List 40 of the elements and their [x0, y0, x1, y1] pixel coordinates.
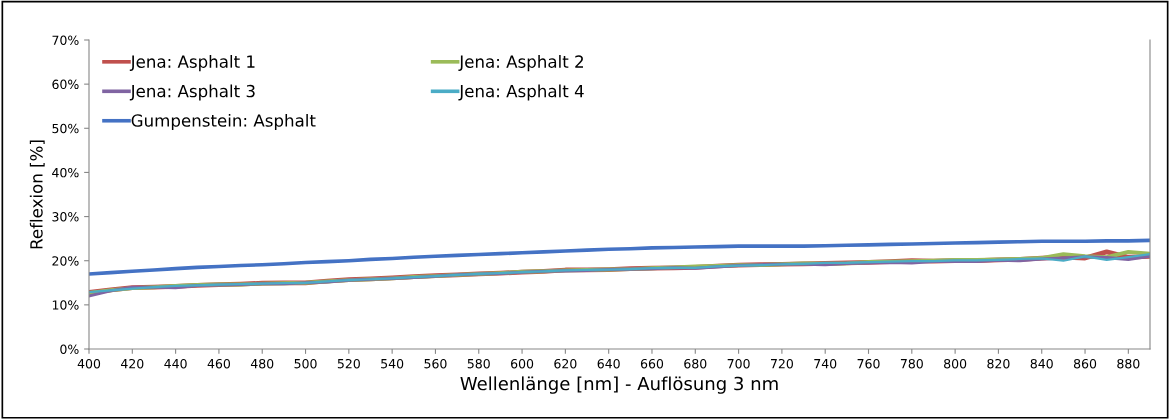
x-tick-label: 600	[511, 358, 534, 369]
x-tick-label: 880	[1117, 358, 1140, 369]
x-tick-label: 820	[987, 358, 1010, 369]
x-tick-label: 520	[337, 358, 360, 369]
x-tick-label: 440	[164, 358, 187, 369]
x-tick-label: 400	[77, 358, 101, 369]
y-axis-title: Reflexion [%]	[29, 140, 45, 249]
y-tick-label: 70%	[52, 35, 79, 45]
y-tick-label: 50%	[52, 123, 79, 134]
x-tick-label: 480	[250, 358, 274, 369]
legend-label: Jena: Asphalt 2	[458, 55, 583, 72]
y-tick-label: 10%	[52, 300, 79, 310]
legend-label: Gumpenstein: Asphalt	[131, 113, 316, 131]
y-tick-label: 60%	[52, 79, 79, 90]
x-tick-label: 700	[727, 358, 750, 369]
y-tick-label: 30%	[52, 212, 79, 222]
legend-label: Jena: Asphalt 4	[458, 84, 584, 101]
x-tick-label: 780	[900, 358, 923, 369]
x-tick-label: 460	[207, 358, 231, 369]
y-tick-label: 20%	[52, 256, 79, 266]
x-tick-label: 760	[857, 358, 880, 369]
legend-label: Jena: Asphalt 1	[129, 55, 255, 72]
x-tick-label: 680	[684, 358, 707, 369]
x-tick-label: 580	[467, 358, 490, 369]
x-tick-label: 540	[381, 358, 404, 369]
legend-label: Jena: Asphalt 3	[129, 84, 255, 101]
x-tick-label: 500	[294, 358, 317, 369]
x-tick-label: 720	[770, 358, 793, 369]
x-tick-label: 620	[554, 358, 577, 369]
x-tick-label: 420	[120, 358, 144, 369]
y-tick-label: 0%	[60, 344, 79, 354]
x-tick-label: 660	[640, 358, 664, 369]
y-tick-label: 40%	[52, 167, 79, 178]
x-tick-label: 800	[944, 358, 967, 369]
x-axis-title: Wellenlänge [nm] - Auflösung 3 nm	[460, 376, 778, 394]
x-tick-label: 560	[424, 358, 447, 369]
x-tick-label: 740	[814, 358, 837, 369]
x-tick-label: 640	[597, 358, 620, 369]
x-tick-label: 860	[1073, 358, 1097, 369]
x-tick-label: 840	[1030, 358, 1053, 369]
